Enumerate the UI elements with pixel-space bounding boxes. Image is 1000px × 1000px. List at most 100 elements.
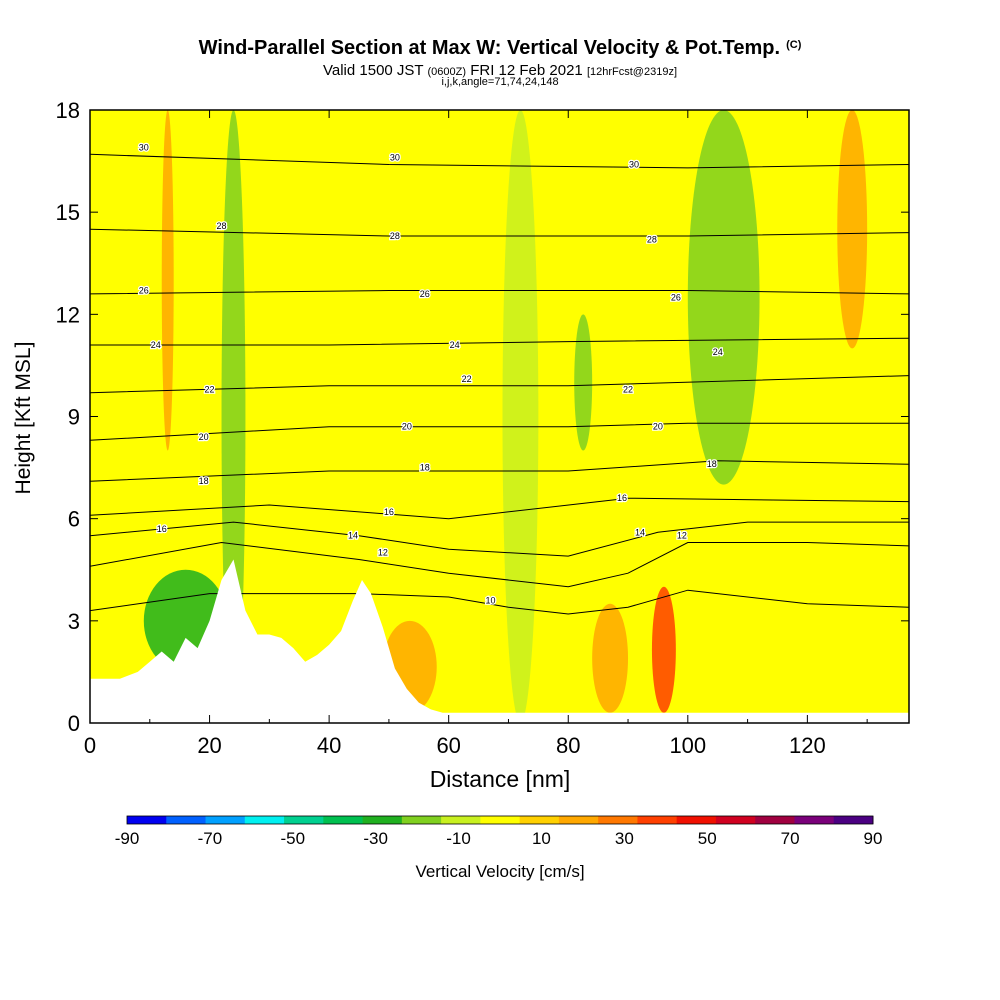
theta-contour-22: [90, 375, 909, 394]
copyright-mark: (C): [786, 39, 802, 51]
y-tick-label-3: 3: [68, 609, 80, 634]
subtitle-valid: Valid 1500 JST: [322, 62, 424, 79]
theta-label-19: 18: [420, 463, 430, 473]
theta-contour-labels: 30 30 30 28 28 28 26 26 26 24 24 24 22 22 22 20 20 20 18 18…: [138, 141, 724, 606]
subtitle-forecast: [12hrFcst@2319z]: [586, 66, 677, 78]
colorbar-tick-label-30: 30: [615, 829, 634, 848]
axes: 0 20 40 60 80 100 120 0 3 6 9 12 15 18: [56, 98, 909, 758]
colorbar-swatch-1: [166, 816, 207, 824]
theta-label-4: 28: [390, 231, 400, 241]
colorbar-tick-label-70: 70: [781, 829, 800, 848]
theta-label-16: 20: [402, 422, 412, 432]
theta-label-28: 10: [486, 595, 496, 605]
subtitle-utc: (0600Z): [427, 66, 467, 78]
theta-contour-12: [90, 541, 909, 588]
theta-label-0: 30: [139, 142, 149, 152]
theta-label-17: 20: [653, 422, 663, 432]
theta-label-20: 18: [707, 459, 717, 469]
theta-label-3: 28: [217, 221, 227, 231]
x-tick-label-120: 120: [789, 733, 826, 758]
colorbar-swatch-0: [127, 816, 167, 824]
colorbar-tick-label--90: -90: [115, 829, 140, 848]
x-tick-label-100: 100: [669, 733, 706, 758]
colorbar-tick-label-50: 50: [698, 829, 717, 848]
colorbar-frame: [126, 815, 874, 825]
theta-contour-28: [90, 228, 909, 237]
chart-title: Wind-Parallel Section at Max W: Vertical…: [0, 37, 1000, 60]
colorbar-swatch-4: [284, 816, 324, 824]
theta-label-18: 18: [199, 476, 209, 486]
theta-label-10: 24: [450, 340, 460, 350]
colorbar-swatch-3: [244, 816, 285, 824]
y-tick-label-6: 6: [68, 507, 80, 532]
y-tick-label-18: 18: [56, 98, 80, 123]
w-feature-3: [574, 314, 593, 451]
theta-label-12: 22: [205, 384, 215, 394]
theta-contour-20: [90, 422, 909, 441]
subtitle-date: FRI 12 Feb 2021: [470, 62, 583, 79]
theta-label-13: 22: [462, 374, 472, 384]
theta-contour-10: [90, 589, 909, 615]
colorbar-swatch-8: [441, 816, 481, 824]
x-tick-label-60: 60: [436, 733, 460, 758]
y-tick-label-9: 9: [68, 405, 80, 430]
w-feature-6: [592, 603, 629, 713]
x-tick-label-40: 40: [317, 733, 341, 758]
theta-label-9: 24: [151, 340, 161, 350]
theta-label-26: 12: [378, 548, 388, 558]
colorbar-swatch-7: [401, 816, 442, 824]
chart-subtitle: Valid 1500 JST (0600Z) FRI 12 Feb 2021 […: [0, 62, 1000, 79]
x-tick-label-80: 80: [556, 733, 580, 758]
terrain-ridge-0: [90, 559, 909, 723]
theta-label-6: 26: [139, 285, 149, 295]
colorbar-swatch-10: [519, 816, 560, 824]
theta-label-25: 14: [635, 527, 645, 537]
colorbar-tick-label--30: -30: [363, 829, 388, 848]
colorbar-swatch-5: [323, 816, 364, 824]
y-tick-label-12: 12: [56, 302, 80, 327]
theta-contour-26: [90, 290, 909, 295]
theta-label-21: 16: [157, 524, 167, 534]
theta-label-2: 30: [629, 159, 639, 169]
theta-contour-30: [90, 153, 909, 169]
y-tick-label-15: 15: [56, 200, 80, 225]
colorbar-swatch-12: [598, 816, 638, 824]
theta-contour-24: [90, 337, 909, 346]
w-feature-1: [161, 110, 174, 451]
x-axis-label: Distance [nm]: [429, 766, 571, 792]
theta-label-5: 28: [647, 234, 657, 244]
terrain: [90, 559, 909, 723]
y-axis-label: Height [Kft MSL]: [12, 341, 35, 495]
colorbar-swatch-14: [676, 816, 717, 824]
colorbar-swatch-18: [833, 816, 874, 824]
colorbar-swatch-2: [205, 816, 246, 824]
colorbar-swatch-15: [715, 816, 756, 824]
colorbar-swatch-17: [794, 816, 835, 824]
y-tick-label-0: 0: [68, 711, 80, 736]
theta-label-24: 14: [348, 531, 358, 541]
colorbar-tick-label--10: -10: [446, 829, 471, 848]
x-tick-label-20: 20: [197, 733, 221, 758]
w-feature-2: [502, 110, 539, 723]
colorbar-tick-label-90: 90: [864, 829, 883, 848]
theta-label-27: 12: [677, 531, 687, 541]
colorbar-label: Vertical Velocity [cm/s]: [415, 862, 585, 881]
colorbar-tick-label-10: 10: [532, 829, 551, 848]
w-feature-0: [221, 110, 246, 723]
w-feature-8: [837, 110, 868, 349]
colorbar: -90 -70 -50 -30 -10 10 30 50 70 90: [115, 815, 883, 848]
theta-label-22: 16: [384, 507, 394, 517]
colorbar-swatch-16: [755, 816, 795, 824]
colorbar-tick-label--70: -70: [198, 829, 223, 848]
w-feature-5: [651, 586, 676, 713]
colorbar-tick-label--50: -50: [280, 829, 305, 848]
theta-label-7: 26: [420, 289, 430, 299]
w-feature-4: [687, 110, 760, 485]
theta-contours: [90, 153, 909, 615]
theta-contour-18: [90, 460, 909, 482]
x-tick-label-0: 0: [84, 733, 96, 758]
colorbar-swatch-11: [558, 816, 599, 824]
theta-contour-16: [90, 497, 909, 520]
theta-label-23: 16: [617, 493, 627, 503]
colorbar-swatch-13: [637, 816, 678, 824]
